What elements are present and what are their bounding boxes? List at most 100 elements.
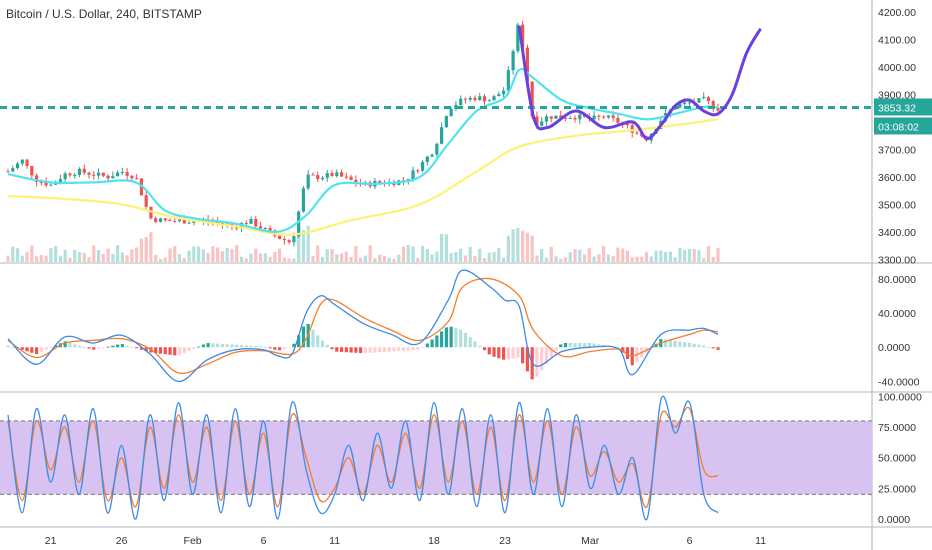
candle-body[interactable] [263, 228, 267, 230]
candle-body[interactable] [6, 171, 10, 173]
candle-body[interactable] [244, 222, 248, 224]
candle-body[interactable] [297, 211, 301, 237]
candle-body[interactable] [73, 174, 77, 176]
candle-body[interactable] [516, 24, 520, 52]
candle-body[interactable] [549, 116, 553, 119]
candle-body[interactable] [192, 221, 196, 223]
candle-body[interactable] [111, 176, 115, 179]
candle-body[interactable] [173, 220, 177, 222]
candle-body[interactable] [30, 165, 34, 176]
candle-body[interactable] [554, 115, 558, 119]
candle-body[interactable] [606, 115, 611, 118]
candle-body[interactable] [482, 96, 487, 102]
candle-body[interactable] [158, 218, 163, 222]
candle-body[interactable] [430, 154, 434, 157]
candle-body[interactable] [44, 182, 48, 186]
candle-body[interactable] [177, 219, 182, 222]
candle-body[interactable] [425, 156, 429, 162]
candle-body[interactable] [473, 97, 477, 101]
candle-body[interactable] [511, 51, 515, 71]
candle-body[interactable] [697, 98, 701, 103]
candle-body[interactable] [506, 70, 510, 91]
candle-body[interactable] [492, 96, 496, 101]
candle-body[interactable] [678, 103, 682, 108]
candle-body[interactable] [39, 182, 43, 184]
forecast-path-line[interactable] [517, 25, 762, 140]
candle-body[interactable] [287, 240, 291, 243]
candle-body[interactable] [34, 175, 39, 183]
candle-body[interactable] [411, 170, 415, 180]
candle-body[interactable] [535, 116, 539, 126]
candle-body[interactable] [320, 177, 325, 180]
candle-body[interactable] [444, 116, 448, 128]
candle-body[interactable] [468, 97, 472, 100]
candle-body[interactable] [187, 222, 191, 224]
candle-body[interactable] [325, 173, 329, 178]
candle-body[interactable] [115, 172, 120, 177]
candle-body[interactable] [478, 96, 482, 101]
candle-body[interactable] [106, 175, 110, 179]
candle-body[interactable] [301, 188, 306, 212]
candle-body[interactable] [716, 107, 720, 111]
candle-body[interactable] [11, 168, 15, 172]
candle-body[interactable] [278, 235, 282, 240]
candle-body[interactable] [311, 174, 315, 176]
candle-body[interactable] [282, 239, 286, 241]
candle-body[interactable] [602, 116, 606, 118]
candle-body[interactable] [544, 116, 549, 122]
candle-body[interactable] [258, 226, 263, 229]
candle-body[interactable] [306, 174, 310, 189]
candle-body[interactable] [125, 171, 129, 176]
candle-body[interactable] [597, 115, 601, 117]
candle-body[interactable] [168, 220, 172, 222]
candle-body[interactable] [521, 24, 525, 48]
candle-body[interactable] [416, 170, 420, 172]
candle-body[interactable] [144, 195, 148, 207]
candle-body[interactable] [96, 172, 101, 176]
candle-body[interactable] [578, 114, 582, 120]
candle-body[interactable] [249, 218, 253, 224]
candle-body[interactable] [49, 184, 53, 186]
candle-body[interactable] [463, 98, 468, 100]
candle-body[interactable] [435, 143, 439, 155]
candle-body[interactable] [440, 127, 444, 144]
candle-body[interactable] [216, 222, 220, 224]
candle-body[interactable] [497, 94, 501, 97]
candle-body[interactable] [687, 102, 692, 104]
candle-body[interactable] [378, 180, 382, 183]
candle-body[interactable] [530, 81, 534, 117]
candle-body[interactable] [92, 174, 96, 176]
candle-body[interactable] [82, 168, 86, 173]
candle-body[interactable] [487, 100, 491, 102]
candle-body[interactable] [130, 175, 134, 179]
candle-body[interactable] [420, 161, 425, 171]
candle-body[interactable] [501, 90, 506, 95]
candle-body[interactable] [316, 175, 320, 180]
candle-body[interactable] [406, 179, 410, 181]
candle-body[interactable] [292, 236, 296, 243]
candle-body[interactable] [25, 159, 29, 166]
candle-body[interactable] [220, 222, 225, 225]
candle-body[interactable] [683, 102, 687, 104]
candle-body[interactable] [354, 179, 358, 184]
candle-body[interactable] [559, 115, 563, 118]
candle-body[interactable] [568, 118, 572, 120]
candle-body[interactable] [711, 101, 715, 108]
candle-body[interactable] [630, 125, 634, 133]
candle-body[interactable] [344, 176, 348, 178]
candle-body[interactable] [15, 163, 20, 169]
candle-body[interactable] [268, 228, 272, 231]
candle-body[interactable] [611, 115, 615, 118]
candle-body[interactable] [563, 117, 568, 119]
candle-body[interactable] [149, 206, 153, 219]
candle-body[interactable] [525, 47, 529, 82]
candle-body[interactable] [154, 218, 158, 222]
candle-body[interactable] [702, 97, 706, 99]
candle-body[interactable] [20, 159, 24, 164]
candle-body[interactable] [254, 218, 258, 227]
candle-body[interactable] [87, 172, 91, 175]
candle-body[interactable] [592, 115, 596, 120]
candle-body[interactable] [135, 178, 139, 180]
candle-body[interactable] [616, 117, 620, 123]
